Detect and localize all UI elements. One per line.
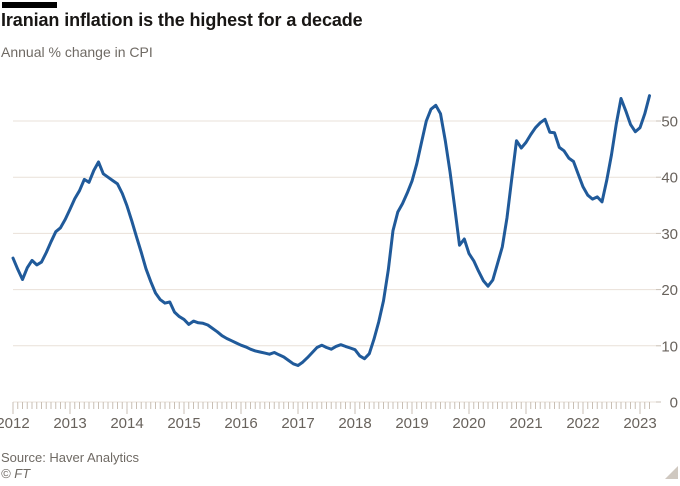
x-axis-label-2014: 2014 <box>110 415 143 432</box>
x-axis-label-2015: 2015 <box>167 415 200 432</box>
x-axis-label-2019: 2019 <box>395 415 428 432</box>
x-axis-label-2023: 2023 <box>623 415 656 432</box>
y-axis-label-20: 20 <box>661 282 678 299</box>
title-accent-bar <box>2 2 57 8</box>
y-axis-label-30: 30 <box>661 226 678 243</box>
resize-handle-icon[interactable] <box>665 466 678 479</box>
x-axis-label-2017: 2017 <box>281 415 314 432</box>
chart-title: Iranian inflation is the highest for a d… <box>1 10 363 30</box>
x-axis-label-2013: 2013 <box>53 415 86 432</box>
y-axis-label-50: 50 <box>661 114 678 131</box>
y-axis-label-0: 0 <box>670 395 678 412</box>
y-axis-label-40: 40 <box>661 170 678 187</box>
x-axis-label-2016: 2016 <box>224 415 257 432</box>
x-axis-label-2012: 2012 <box>0 415 30 432</box>
chart-subtitle: Annual % change in CPI <box>1 44 153 60</box>
y-axis-label-10: 10 <box>661 338 678 355</box>
inflation-line-series <box>11 94 651 367</box>
x-axis-label-2022: 2022 <box>566 415 599 432</box>
source-text: Source: Haver Analytics <box>1 450 140 465</box>
x-axis-label-2020: 2020 <box>452 415 485 432</box>
ft-copyright: © FT <box>1 466 31 481</box>
x-axis-label-2018: 2018 <box>338 415 371 432</box>
x-axis-label-2021: 2021 <box>509 415 542 432</box>
